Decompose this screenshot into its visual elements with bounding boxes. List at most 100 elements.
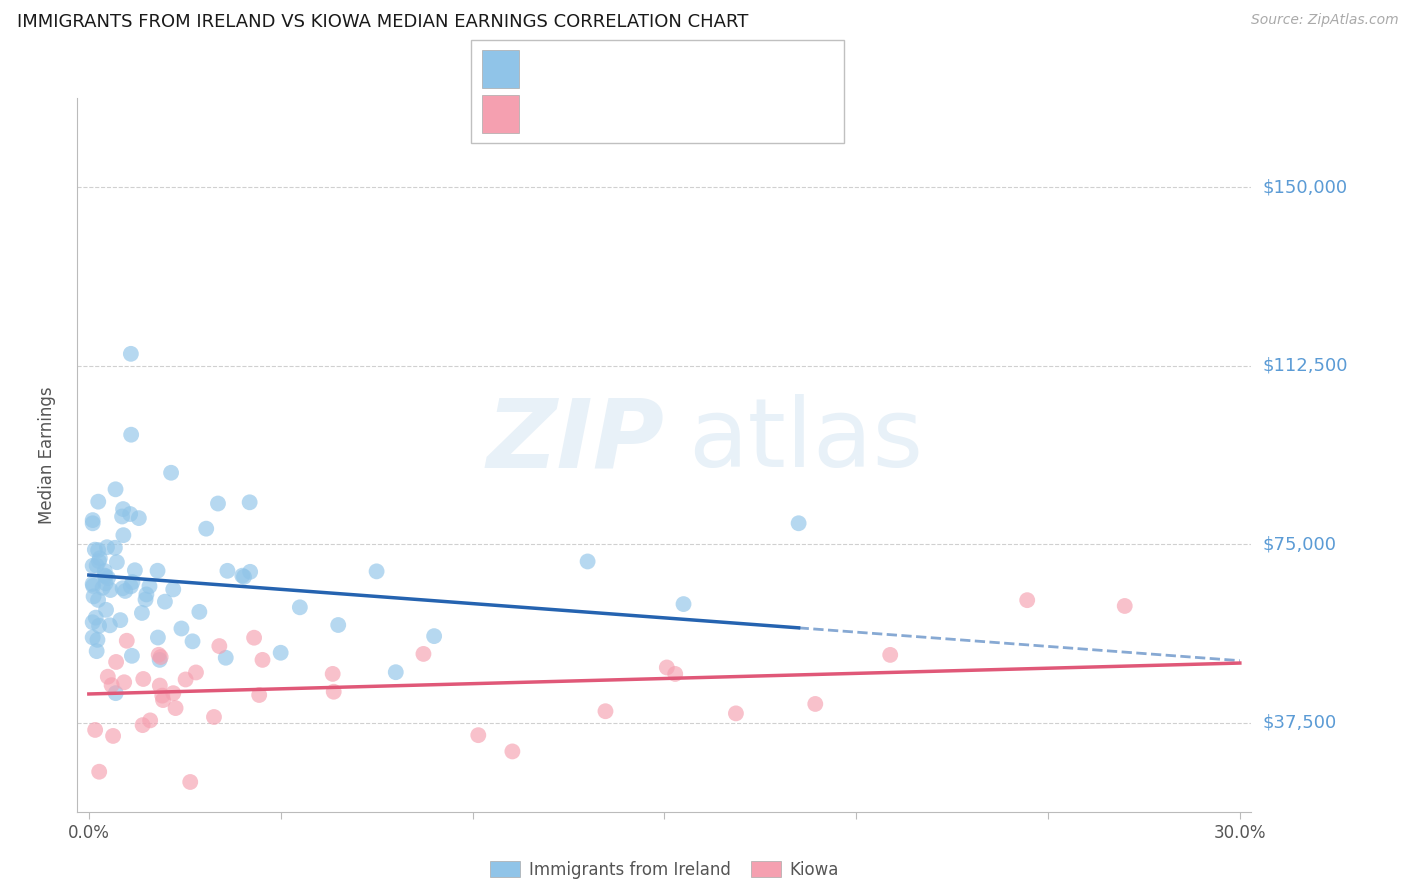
Point (595, 704, 617, 718)
Point (576, 554, 599, 568)
Text: R =: R = (527, 105, 567, 123)
Point (84, 610, 107, 624)
Text: 0.163: 0.163 (567, 105, 623, 123)
Text: $37,500: $37,500 (1263, 714, 1337, 731)
Point (150, 689, 173, 703)
Point (87, 543, 110, 558)
Point (162, 686, 184, 700)
Point (94, 576, 117, 591)
Point (120, 579, 142, 593)
Point (82, 513, 104, 527)
Point (83, 590, 105, 604)
Point (89, 551, 111, 566)
Point (724, 706, 747, 721)
Point (664, 667, 686, 681)
Text: 39: 39 (693, 105, 718, 123)
Point (115, 633, 138, 648)
Point (202, 710, 225, 724)
Point (124, 563, 146, 577)
Point (112, 528, 135, 542)
Point (239, 495, 262, 509)
Point (100, 678, 122, 692)
Point (128, 511, 150, 525)
Point (87, 593, 110, 607)
Point (132, 672, 155, 686)
Point (366, 565, 388, 579)
Point (89, 764, 111, 779)
Point (82, 577, 104, 591)
Point (93, 568, 115, 582)
Point (195, 522, 218, 536)
Point (139, 714, 162, 728)
Point (82, 516, 104, 531)
Point (170, 622, 193, 636)
Point (162, 582, 184, 597)
Point (121, 575, 143, 590)
Point (787, 516, 810, 531)
Point (160, 466, 183, 480)
Point (87, 619, 110, 633)
Text: $112,500: $112,500 (1263, 357, 1348, 375)
Text: -0.114: -0.114 (567, 60, 631, 78)
Point (101, 729, 124, 743)
Point (252, 653, 274, 667)
Text: atlas: atlas (688, 394, 922, 487)
Point (231, 568, 253, 582)
Point (233, 570, 256, 584)
Text: IMMIGRANTS FROM IRELAND VS KIOWA MEDIAN EARNINGS CORRELATION CHART: IMMIGRANTS FROM IRELAND VS KIOWA MEDIAN … (17, 13, 748, 31)
Point (82, 615, 104, 630)
Point (152, 693, 174, 707)
Point (501, 744, 523, 758)
Text: $75,000: $75,000 (1263, 535, 1337, 553)
Point (804, 697, 827, 711)
Point (100, 582, 122, 597)
Point (146, 631, 169, 645)
Point (82, 558, 104, 573)
Point (384, 665, 406, 680)
Point (146, 564, 169, 578)
Point (112, 502, 135, 516)
Point (165, 701, 187, 715)
Legend: Immigrants from Ireland, Kiowa: Immigrants from Ireland, Kiowa (484, 855, 845, 886)
Point (110, 613, 132, 627)
Point (84, 723, 107, 737)
Point (247, 688, 270, 702)
Point (121, 648, 143, 663)
Point (270, 646, 292, 660)
Point (181, 634, 204, 648)
Point (138, 579, 160, 593)
Point (91, 581, 114, 595)
Point (114, 584, 136, 599)
Point (179, 775, 201, 789)
Text: Source: ZipAtlas.com: Source: ZipAtlas.com (1251, 13, 1399, 28)
Text: N =: N = (654, 60, 693, 78)
Point (135, 587, 157, 601)
Point (423, 629, 446, 643)
Point (328, 618, 350, 632)
Point (105, 555, 128, 569)
Point (243, 631, 266, 645)
Point (111, 509, 134, 524)
Point (174, 673, 197, 687)
Point (412, 647, 434, 661)
Point (322, 684, 344, 698)
Point (87, 494, 110, 508)
Point (87, 554, 110, 568)
Point (97, 670, 120, 684)
Point (135, 592, 157, 607)
Text: 77: 77 (693, 60, 718, 78)
Point (111, 582, 134, 596)
Point (208, 639, 231, 653)
Point (86, 632, 108, 647)
Point (83, 542, 105, 557)
Point (879, 648, 901, 662)
Point (97, 571, 120, 585)
Point (188, 605, 211, 619)
Point (217, 564, 239, 578)
Point (98, 618, 121, 632)
Point (672, 597, 695, 611)
Point (467, 728, 489, 742)
Point (148, 648, 170, 662)
Point (149, 679, 172, 693)
Point (112, 675, 135, 690)
